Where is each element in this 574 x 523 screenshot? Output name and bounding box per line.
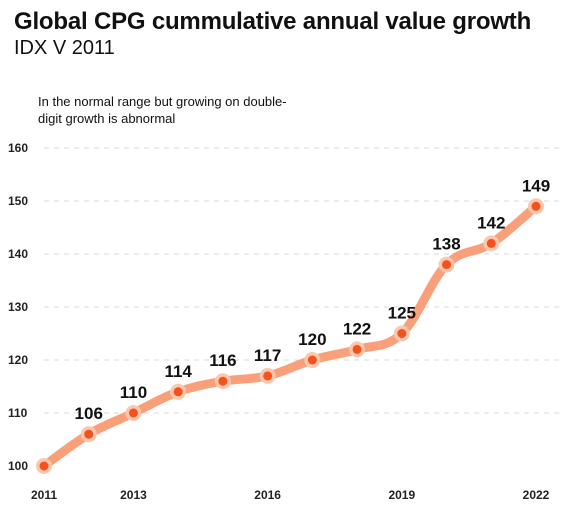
data-point	[307, 355, 317, 365]
gridlines	[44, 147, 560, 414]
data-label: 122	[343, 319, 371, 338]
y-tick-label: 160	[8, 141, 28, 155]
chart-title: Global CPG cummulative annual value grow…	[14, 8, 532, 35]
y-tick-label: 140	[8, 247, 28, 261]
data-point	[173, 387, 183, 397]
data-label: 125	[388, 304, 416, 323]
y-tick-label: 110	[8, 406, 28, 420]
x-axis-ticks: 2011 2013 2016 2019 2022	[31, 488, 550, 502]
series-line	[39, 201, 541, 471]
data-point	[531, 201, 541, 211]
x-tick-label: 2011	[31, 488, 57, 502]
data-label: 110	[120, 383, 147, 402]
data-points	[36, 198, 544, 474]
series-path	[39, 201, 541, 471]
data-label: 138	[432, 235, 460, 254]
data-point	[397, 329, 407, 338]
data-label: 120	[298, 330, 326, 349]
y-tick-label: 130	[8, 300, 28, 314]
y-tick-label: 100	[8, 459, 28, 473]
data-point	[218, 376, 228, 386]
chart-annotation: In the normal range but growing on doubl…	[38, 94, 287, 126]
data-label: 114	[164, 362, 192, 381]
data-label: 149	[522, 176, 550, 195]
y-tick-label: 120	[8, 353, 28, 367]
data-point	[84, 429, 94, 439]
data-labels: 106 110 114 116 117 120 122 125 138 142 149	[75, 176, 551, 423]
data-point	[442, 260, 452, 270]
y-axis-ticks: 100 110 120 130 140 150 160	[8, 141, 28, 473]
x-tick-label: 2016	[254, 488, 281, 502]
data-label: 106	[75, 404, 103, 423]
data-label: 142	[477, 213, 505, 232]
data-label: 116	[209, 351, 236, 370]
data-label: 117	[254, 346, 281, 365]
data-point	[263, 371, 273, 381]
x-tick-label: 2013	[120, 488, 147, 502]
data-point	[486, 238, 496, 248]
data-point	[352, 344, 362, 354]
data-point	[39, 461, 49, 471]
data-point	[128, 408, 138, 418]
x-tick-label: 2019	[388, 488, 415, 502]
chart-subtitle: IDX V 2011	[14, 37, 115, 59]
x-tick-label: 2022	[523, 488, 550, 502]
y-tick-label: 150	[8, 194, 28, 208]
